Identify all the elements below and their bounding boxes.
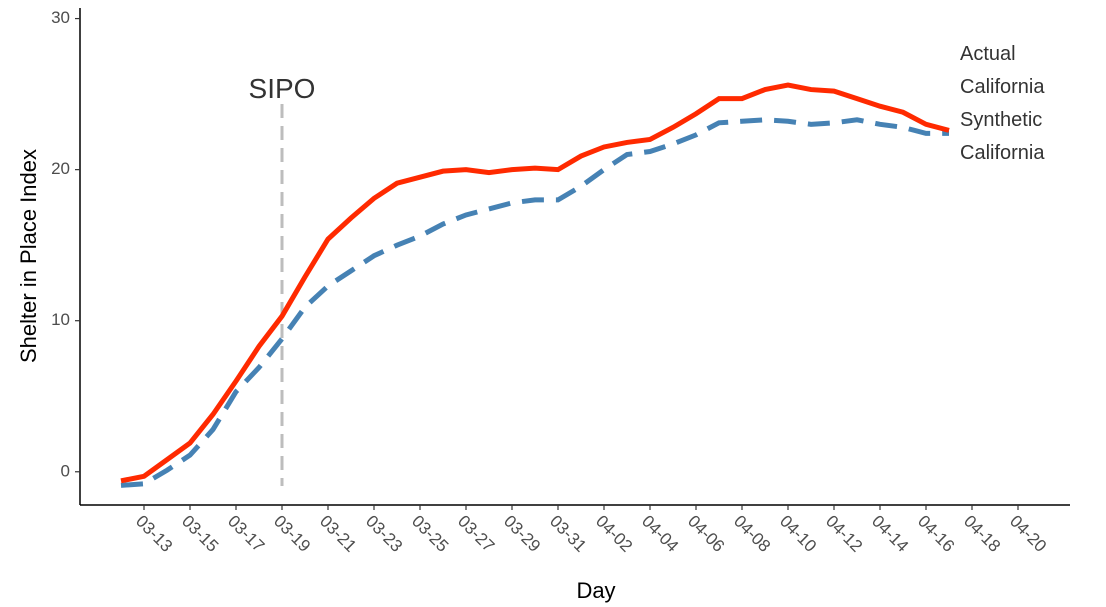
x-tick-label: 04-10 xyxy=(776,512,820,556)
x-tick-label: 03-21 xyxy=(316,512,360,556)
x-tick-label: 03-27 xyxy=(454,512,498,556)
x-axis-title: Day xyxy=(576,578,615,603)
x-tick-label: 04-08 xyxy=(730,512,774,556)
x-tick-label: 03-17 xyxy=(224,512,268,556)
y-tick-label: 0 xyxy=(61,461,70,480)
x-tick-label: 03-25 xyxy=(408,512,452,556)
x-tick-label: 04-04 xyxy=(638,512,682,556)
y-tick-label: 20 xyxy=(51,159,70,178)
series-line xyxy=(120,117,949,488)
x-tick-label: 03-23 xyxy=(362,512,406,556)
x-tick-label: 04-18 xyxy=(960,512,1004,556)
series-line xyxy=(120,82,950,484)
x-tick-label: 04-20 xyxy=(1006,512,1050,556)
x-tick-label: 04-06 xyxy=(684,512,728,556)
y-tick-label: 30 xyxy=(51,8,70,27)
x-tick-label: 03-31 xyxy=(546,512,590,556)
x-tick-label: 03-29 xyxy=(500,512,544,556)
x-tick-label: 04-14 xyxy=(868,512,912,556)
legend-label: Synthetic California xyxy=(960,109,1048,164)
x-tick-label: 03-19 xyxy=(270,512,314,556)
y-tick-label: 10 xyxy=(51,310,70,329)
x-tick-label: 03-15 xyxy=(178,512,222,556)
x-tick-label: 04-02 xyxy=(592,512,636,556)
x-tick-label: 04-16 xyxy=(914,512,958,556)
x-tick-label: 03-13 xyxy=(132,512,176,556)
annotation: SIPO xyxy=(249,73,316,104)
x-tick-label: 04-12 xyxy=(822,512,866,556)
legend-label: Actual California xyxy=(960,43,1045,98)
y-axis-title: Shelter in Place Index xyxy=(16,149,41,363)
